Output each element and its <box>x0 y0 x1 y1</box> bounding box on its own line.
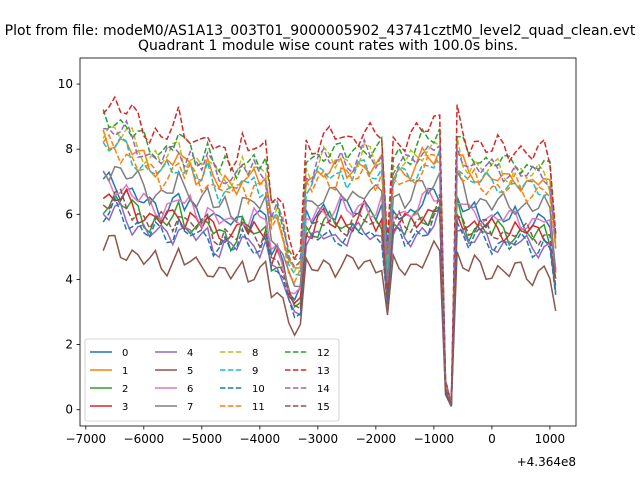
x-tick-label: −7000 <box>66 432 107 446</box>
series-line-13 <box>102 95 557 404</box>
legend-label-6: 6 <box>187 384 193 395</box>
legend-label-11: 11 <box>252 402 265 413</box>
legend-label-13: 13 <box>317 366 330 377</box>
x-tick-label: −5000 <box>182 432 223 446</box>
series-line-10 <box>102 195 557 407</box>
series-line-4 <box>102 202 557 407</box>
x-axis-offset-label: +4.364e8 <box>517 455 576 469</box>
x-axis: −7000 −6000 −5000 −4000 −3000 −2000 −1000 0 1000 <box>66 426 566 446</box>
x-tick-label: −4000 <box>240 432 281 446</box>
series-line-12 <box>102 109 557 405</box>
axes-title: Quadrant 1 module wise count rates with … <box>138 38 518 54</box>
plot-area-frame <box>79 57 577 427</box>
legend-frame <box>84 338 340 422</box>
x-tick-label: −1000 <box>414 432 455 446</box>
legend-label-3: 3 <box>122 402 128 413</box>
legend-label-7: 7 <box>187 402 193 413</box>
series-line-5 <box>102 234 557 407</box>
x-tick-label: −6000 <box>124 432 165 446</box>
legend-label-5: 5 <box>187 366 193 377</box>
series-line-8 <box>102 125 557 404</box>
legend-label-2: 2 <box>122 384 128 395</box>
y-axis: 0 2 4 6 8 10 <box>58 77 80 417</box>
legend-label-1: 1 <box>122 366 128 377</box>
legend-label-0: 0 <box>122 348 128 359</box>
legend-label-8: 8 <box>252 348 258 359</box>
y-tick-label: 8 <box>65 142 73 156</box>
series-layer <box>102 95 557 407</box>
figure-suptitle: Plot from file: modeM0/AS1A13_003T01_900… <box>5 23 636 39</box>
y-tick-label: 0 <box>65 403 73 417</box>
series-line-15 <box>102 188 557 406</box>
legend-label-15: 15 <box>317 402 330 413</box>
series-line-14 <box>103 119 557 405</box>
x-tick-label: 0 <box>488 432 496 446</box>
legend-label-10: 10 <box>252 384 265 395</box>
x-tick-label: 1000 <box>535 432 566 446</box>
y-tick-label: 4 <box>65 272 73 286</box>
x-tick-label: −3000 <box>298 432 339 446</box>
legend-label-4: 4 <box>187 348 193 359</box>
legend-label-14: 14 <box>317 384 330 395</box>
y-tick-label: 6 <box>65 207 73 221</box>
series-line-9 <box>102 136 557 405</box>
y-tick-label: 10 <box>58 77 73 91</box>
legend-label-12: 12 <box>317 348 330 359</box>
y-tick-label: 2 <box>65 338 73 352</box>
x-tick-label: −2000 <box>356 432 397 446</box>
series-line-11 <box>102 133 557 405</box>
legend-label-9: 9 <box>252 366 258 377</box>
series-line-0 <box>102 170 557 406</box>
